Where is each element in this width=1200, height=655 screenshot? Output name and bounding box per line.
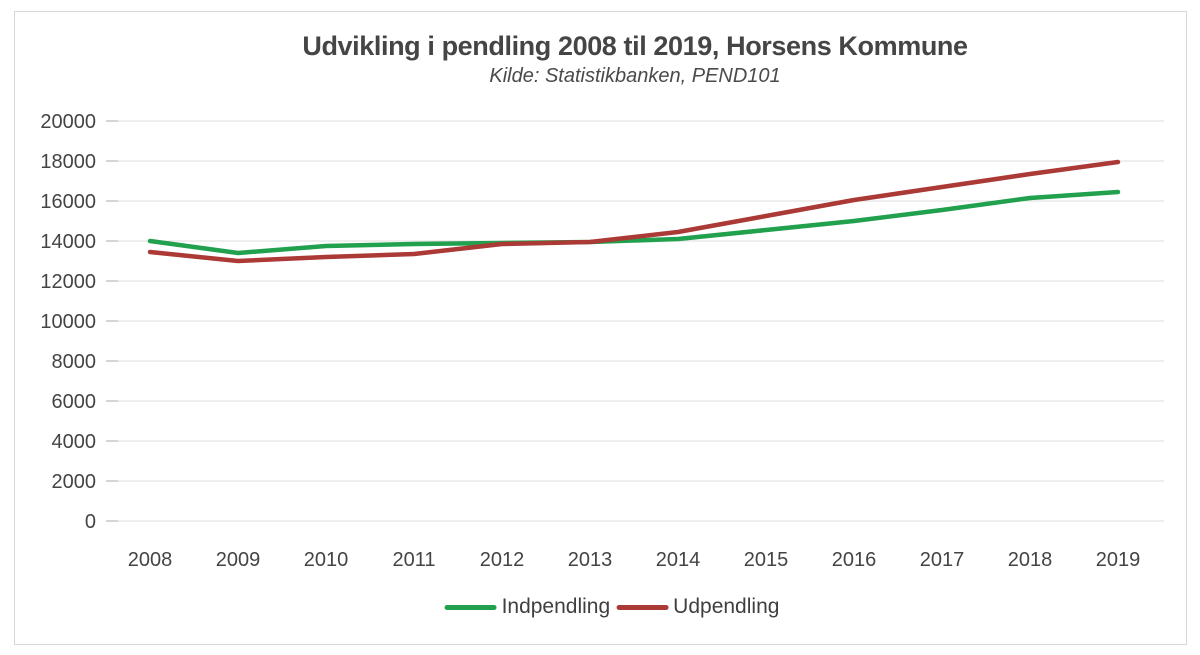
y-axis-tick-label: 0 xyxy=(85,511,96,533)
x-axis-tick-label: 2009 xyxy=(216,549,261,571)
y-axis-tick-label: 2000 xyxy=(52,471,97,493)
x-axis-tick-label: 2011 xyxy=(392,549,435,571)
x-axis-tick-label: 2018 xyxy=(1008,549,1053,571)
x-axis-tick-label: 2015 xyxy=(744,549,789,571)
y-axis-tick-label: 10000 xyxy=(40,311,96,333)
chart-legend: Indpendling Udpendling xyxy=(444,594,779,620)
chart-subtitle: Kilde: Statistikbanken, PEND101 xyxy=(489,65,781,87)
y-axis-ticks xyxy=(106,120,118,522)
x-axis-tick-label: 2016 xyxy=(832,549,877,571)
x-axis-tick-label: 2008 xyxy=(128,549,173,571)
x-axis-tick-label: 2014 xyxy=(656,549,701,571)
legend-item-indpendling: Indpendling xyxy=(444,594,611,620)
y-axis-labels: 0 2000 4000 6000 8000 10000 12000 14000 16000 180… xyxy=(40,111,96,533)
x-axis-tick-label: 2010 xyxy=(304,549,349,571)
y-axis-tick-label: 4000 xyxy=(52,431,97,453)
y-axis-tick-label: 16000 xyxy=(40,191,96,213)
legend-item-udpendling: Udpendling xyxy=(610,594,779,620)
y-axis-tick-label: 14000 xyxy=(40,231,96,253)
y-axis-tick-label: 20000 xyxy=(40,111,96,133)
indpendling-line-swatch xyxy=(444,604,497,610)
x-axis-tick-label: 2012 xyxy=(480,549,525,571)
y-axis-tick-label: 6000 xyxy=(52,391,97,413)
x-axis-tick-label: 2017 xyxy=(920,549,965,571)
legend-label-indpendling: Indpendling xyxy=(501,595,611,618)
x-axis-tick-label: 2013 xyxy=(568,549,613,571)
y-gridlines xyxy=(106,120,1164,522)
y-axis-tick-label: 8000 xyxy=(52,351,97,373)
udpendling-line-swatch xyxy=(616,604,669,610)
y-axis-tick-label: 18000 xyxy=(40,151,96,173)
series-line-indpendling xyxy=(147,189,1121,256)
y-axis-tick-label: 12000 xyxy=(40,271,96,293)
legend-label-udpendling: Udpendling xyxy=(673,595,780,618)
chart-frame xyxy=(14,11,1187,645)
series-lines xyxy=(147,159,1121,264)
series-line-udpendling xyxy=(147,159,1121,264)
x-axis-labels: 2008 2009 2010 2011 2012 2013 2014 2015 2016 2017… xyxy=(128,549,1141,571)
x-axis-tick-label: 2019 xyxy=(1096,549,1141,571)
chart-title: Udvikling i pendling 2008 til 2019, Hors… xyxy=(302,31,968,61)
